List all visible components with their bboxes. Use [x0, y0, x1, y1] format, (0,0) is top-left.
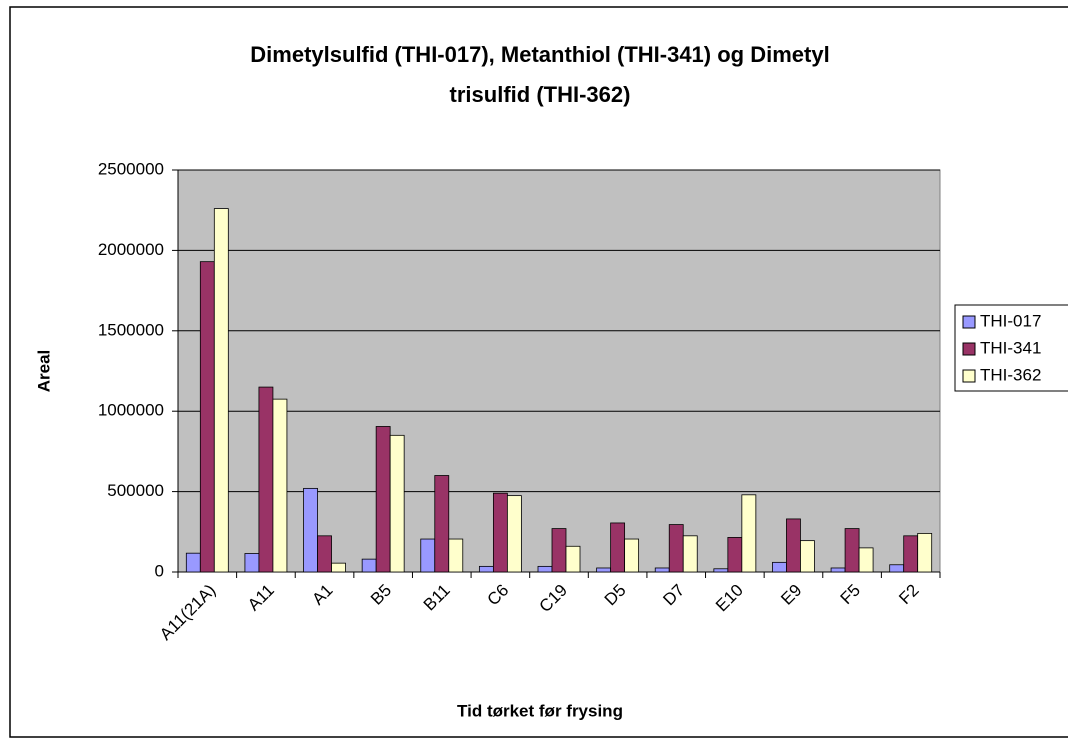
bar — [303, 487, 318, 573]
bar — [772, 561, 787, 573]
bar — [713, 568, 729, 573]
x-axis-title: Tid tørket før frysing — [457, 701, 623, 720]
bar — [199, 261, 215, 573]
bar — [858, 547, 874, 573]
bar — [624, 538, 640, 573]
bar — [537, 565, 553, 573]
bar — [492, 492, 508, 573]
bar — [317, 535, 332, 573]
bar — [448, 538, 464, 573]
legend-label: THI-362 — [980, 365, 1041, 384]
y-axis-title: Areal — [34, 350, 53, 393]
bar — [361, 558, 377, 573]
chart-title: trisulfid (THI-362) — [450, 82, 631, 107]
y-tick-label: 2000000 — [98, 240, 164, 259]
y-tick-label: 2500000 — [98, 159, 164, 178]
legend-swatch — [962, 342, 976, 356]
bar — [272, 398, 288, 573]
bar — [565, 545, 581, 573]
legend-label: THI-017 — [980, 311, 1041, 330]
bar — [213, 208, 229, 573]
bar — [331, 562, 346, 573]
bar — [903, 535, 919, 573]
bar — [244, 553, 260, 573]
bar — [727, 537, 743, 573]
bar — [668, 524, 684, 573]
bar — [889, 564, 905, 573]
legend-swatch — [962, 315, 976, 329]
y-tick-label: 500000 — [107, 481, 164, 500]
bar — [375, 426, 391, 573]
bar — [506, 495, 522, 573]
bar — [551, 528, 567, 573]
bar — [420, 538, 436, 573]
bar — [596, 567, 612, 573]
bar — [434, 475, 450, 573]
bar — [654, 567, 670, 573]
bar — [258, 386, 274, 573]
bar — [610, 522, 626, 573]
bar — [844, 528, 860, 573]
bar — [800, 540, 815, 573]
legend-label: THI-341 — [980, 338, 1041, 357]
bar — [786, 518, 801, 573]
bar — [478, 565, 494, 573]
bar — [682, 535, 698, 573]
plot-area — [177, 169, 941, 573]
bar — [917, 533, 933, 573]
y-tick-label: 1500000 — [98, 320, 164, 339]
bar — [830, 567, 846, 573]
y-tick-label: 0 — [155, 561, 164, 580]
chart-title: Dimetylsulfid (THI-017), Metanthiol (THI… — [250, 42, 829, 67]
y-tick-label: 1000000 — [98, 401, 164, 420]
bar — [741, 494, 757, 573]
bar — [185, 552, 201, 573]
bar — [389, 434, 405, 573]
legend-swatch — [962, 369, 976, 383]
